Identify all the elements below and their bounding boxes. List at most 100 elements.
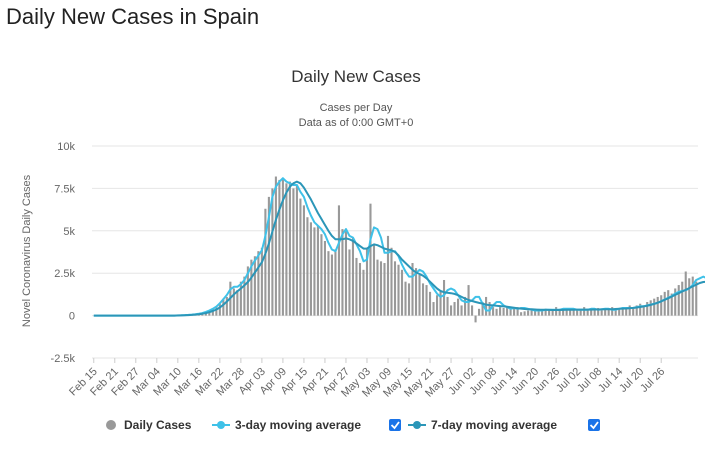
checkbox-box (389, 419, 401, 431)
line-layer (93, 177, 705, 317)
bar (562, 308, 565, 316)
bar (330, 254, 333, 316)
bar (337, 205, 341, 316)
legend-marker-3-day (217, 421, 225, 429)
bar (681, 281, 684, 316)
bar (379, 261, 383, 316)
bar (646, 302, 649, 316)
bar (534, 309, 537, 316)
bar (281, 179, 284, 316)
checkmark-icon (589, 421, 599, 430)
bar (611, 307, 614, 316)
bar (285, 183, 288, 316)
bar (278, 179, 281, 316)
bar (481, 302, 484, 316)
bar (306, 217, 309, 316)
bar (527, 310, 530, 316)
x-tick-label: Jul 26 (638, 366, 667, 395)
bar (520, 312, 523, 316)
bar (537, 308, 540, 316)
bar (597, 307, 600, 316)
legend-label-daily-cases: Daily Cases (124, 418, 192, 432)
bar (376, 259, 379, 316)
bar (309, 222, 312, 316)
bar (649, 300, 652, 316)
bar (432, 302, 435, 316)
bar (642, 305, 645, 316)
bar (344, 230, 348, 316)
bar (569, 309, 572, 316)
bar (684, 271, 687, 316)
bar (442, 279, 446, 316)
bar (688, 278, 691, 316)
bar (439, 291, 442, 316)
y-tick-label: -2.5k (51, 353, 76, 365)
bar (218, 303, 221, 316)
bar (677, 285, 680, 316)
bar (464, 296, 467, 316)
bar (334, 249, 337, 316)
checkbox-box (588, 419, 600, 431)
bar (211, 308, 214, 316)
chart-subtitle: Cases per Day (320, 102, 393, 114)
bar (411, 263, 414, 316)
legend-checkbox-3-day[interactable] (389, 419, 401, 431)
bar (327, 251, 330, 316)
checkmark-icon (390, 421, 400, 430)
bar (239, 281, 242, 316)
bar (590, 310, 593, 316)
bar (492, 307, 495, 316)
bar (614, 307, 617, 316)
bar (674, 288, 677, 316)
bar (390, 247, 393, 316)
bar (428, 291, 432, 316)
bar (253, 256, 256, 316)
bar (299, 198, 302, 316)
y-tick-label: 0 (69, 311, 75, 323)
bar (495, 308, 498, 316)
bar (372, 244, 376, 316)
bar (421, 283, 425, 316)
chart-title: Daily New Cases (291, 67, 420, 86)
bar (435, 295, 439, 316)
bar (323, 240, 326, 316)
bar-layer (180, 176, 698, 323)
y-tick-layer: -2.5k 0 2.5k 5k 7.5k 10k (51, 141, 76, 365)
bar (393, 261, 397, 316)
bar (365, 247, 369, 316)
bar (653, 298, 656, 316)
legend: Daily Cases 3-day moving average 7-day mov… (106, 418, 600, 432)
bar (628, 305, 631, 316)
y-axis-label: Novel Coronavirus Daily Cases (21, 174, 33, 327)
bar (257, 251, 260, 316)
bar (460, 305, 463, 316)
bar (222, 298, 225, 316)
bar (397, 264, 400, 316)
bar (499, 307, 502, 316)
bar (530, 310, 533, 316)
legend-checkbox-7-day[interactable] (588, 419, 600, 431)
bar (236, 290, 239, 316)
bar (639, 303, 642, 316)
y-tick-label: 2.5k (54, 268, 75, 280)
bar (509, 308, 512, 316)
bar (583, 307, 586, 316)
bar (215, 307, 218, 316)
bar (604, 309, 607, 316)
bar (478, 308, 481, 316)
bar (541, 309, 544, 316)
legend-marker-7-day (413, 421, 421, 429)
bar (485, 296, 488, 316)
bar (555, 307, 558, 316)
bar (572, 308, 575, 316)
bar (544, 308, 547, 316)
bar (607, 308, 610, 316)
bar (386, 235, 390, 316)
bar (516, 307, 519, 316)
bar (302, 205, 305, 316)
bar (513, 307, 516, 316)
bar (418, 274, 421, 316)
bar (267, 196, 270, 316)
